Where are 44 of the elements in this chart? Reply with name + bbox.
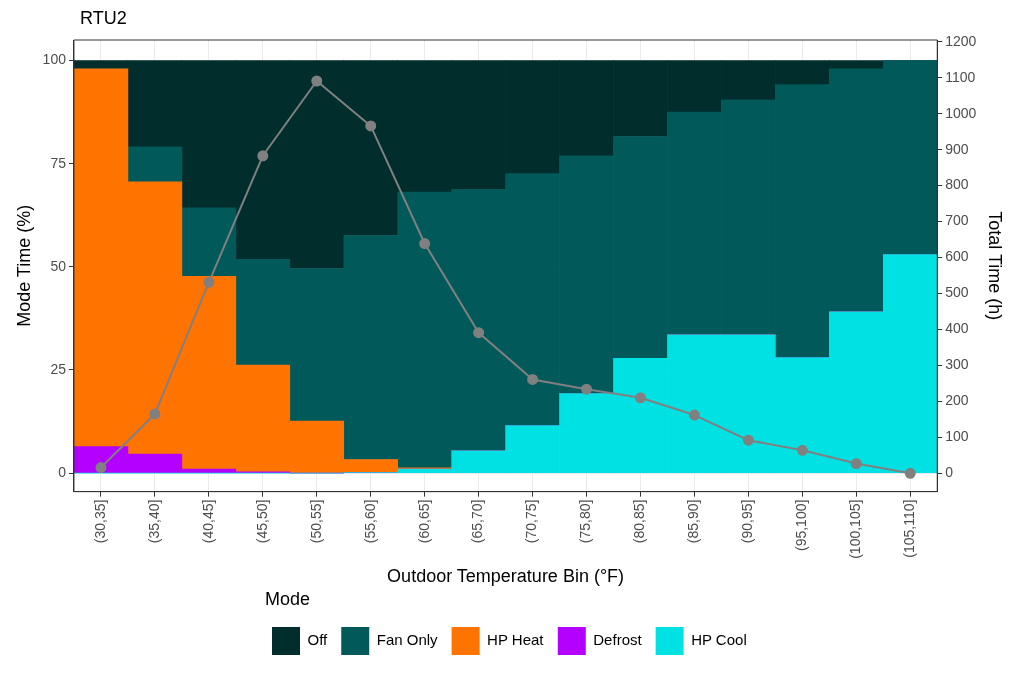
y-tick-label: 100 bbox=[42, 51, 67, 68]
y2-tick-label: 1100 bbox=[945, 68, 976, 85]
x-tick-label: (60,65] bbox=[415, 499, 432, 544]
y2-tick-label: 500 bbox=[945, 284, 969, 301]
legend-label: Fan Only bbox=[376, 631, 439, 649]
x-tick-label: (55,60] bbox=[361, 499, 378, 544]
x-axis-title: Outdoor Temperature Bin (°F) bbox=[387, 565, 625, 586]
y2-tick-label: 600 bbox=[945, 248, 969, 265]
y-tick-label: 50 bbox=[50, 257, 67, 274]
x-tick-label: (35,40] bbox=[145, 499, 162, 544]
x-tick-label: (90,95] bbox=[739, 499, 756, 544]
y2-tick-label: 1000 bbox=[945, 104, 977, 121]
y-axis-title: Mode Time (%) bbox=[13, 204, 34, 327]
legend-label: HP Heat bbox=[487, 631, 545, 649]
y2-tick-label: 400 bbox=[945, 320, 969, 337]
x-tick-label: (95,100] bbox=[793, 499, 810, 552]
y-tick-label: 75 bbox=[50, 154, 67, 171]
x-tick-label: (100,105] bbox=[847, 499, 864, 559]
x-tick-label: (105,110] bbox=[901, 499, 918, 558]
x-tick-label: (30,35] bbox=[91, 499, 108, 544]
chart-title: RTU2 bbox=[80, 8, 127, 29]
y-tick-label: 25 bbox=[50, 360, 67, 377]
x-tick-label: (85,90] bbox=[685, 499, 702, 544]
y2-tick-label: 700 bbox=[945, 212, 969, 229]
legend-label: HP Cool bbox=[691, 631, 747, 649]
y-tick-label: 0 bbox=[58, 463, 67, 480]
y2-tick-label: 100 bbox=[945, 428, 969, 445]
x-tick-label: (45,50] bbox=[253, 499, 270, 544]
x-tick-label: (80,85] bbox=[631, 499, 648, 544]
y2-tick-label: 800 bbox=[945, 176, 969, 193]
y2-tick-label: 0 bbox=[945, 464, 954, 481]
y2-axis-title: Total Time (h) bbox=[985, 211, 1006, 321]
legend-label: Off bbox=[307, 631, 329, 649]
y2-tick-label: 300 bbox=[945, 356, 969, 373]
y2-tick-label: 900 bbox=[945, 140, 969, 157]
x-tick-label: (65,70] bbox=[469, 499, 486, 544]
legend-label: Defrost bbox=[593, 631, 643, 649]
x-tick-label: (50,55] bbox=[307, 499, 324, 544]
y2-tick-label: 1200 bbox=[945, 32, 977, 49]
legend-title: Mode bbox=[265, 589, 311, 610]
x-tick-label: (40,45] bbox=[199, 499, 216, 544]
x-tick-label: (75,80] bbox=[577, 499, 594, 544]
y2-tick-label: 200 bbox=[945, 392, 969, 409]
x-tick-label: (70,75] bbox=[523, 499, 540, 544]
